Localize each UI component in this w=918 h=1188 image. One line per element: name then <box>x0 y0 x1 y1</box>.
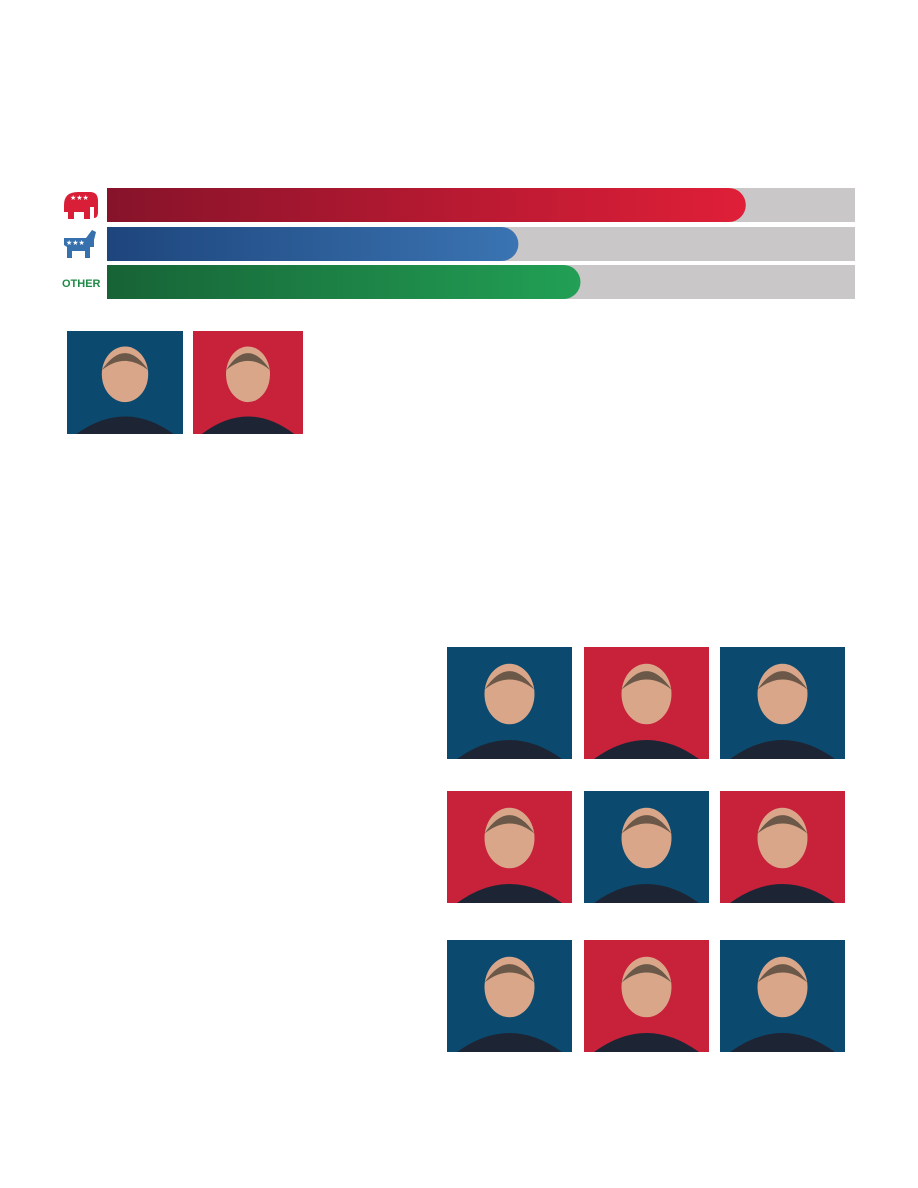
portrait-hair <box>757 815 808 834</box>
portrait-hair <box>101 353 149 371</box>
portrait-hair <box>484 671 535 690</box>
portrait-hair <box>757 964 808 983</box>
portrait <box>720 647 845 759</box>
democrat-icon: ★★★ <box>64 230 96 258</box>
svg-text:★★★: ★★★ <box>70 194 89 202</box>
bar-group <box>107 188 855 299</box>
portrait-shoulders <box>730 883 835 903</box>
portrait <box>67 331 183 434</box>
portrait <box>720 940 845 1052</box>
portrait-hair <box>484 964 535 983</box>
bar <box>107 227 519 261</box>
portrait-shoulders <box>594 739 699 759</box>
portrait <box>447 647 572 759</box>
portrait-hair <box>621 815 672 834</box>
portrait-hair <box>757 671 808 690</box>
bar <box>107 188 746 222</box>
bar <box>107 265 581 299</box>
portrait <box>447 791 572 903</box>
portrait-shoulders <box>594 883 699 903</box>
portrait <box>193 331 303 434</box>
portrait-shoulders <box>457 883 562 903</box>
portrait-shoulders <box>730 1032 835 1052</box>
portrait-shoulders <box>457 1032 562 1052</box>
portrait-shoulders <box>457 739 562 759</box>
portrait <box>584 940 709 1052</box>
portrait-hair <box>226 353 270 371</box>
portrait <box>584 647 709 759</box>
portrait-hair <box>621 964 672 983</box>
photo-group <box>67 331 845 1052</box>
republican-icon: ★★★ <box>64 192 98 219</box>
portrait <box>720 791 845 903</box>
portrait-shoulders <box>594 1032 699 1052</box>
svg-text:★★★: ★★★ <box>66 239 85 247</box>
portrait <box>447 940 572 1052</box>
portrait-hair <box>621 671 672 690</box>
portrait-shoulders <box>201 416 295 434</box>
other-label: OTHER <box>62 278 101 290</box>
portrait <box>584 791 709 903</box>
portrait-shoulders <box>76 416 174 434</box>
portrait-shoulders <box>730 739 835 759</box>
portrait-hair <box>484 815 535 834</box>
